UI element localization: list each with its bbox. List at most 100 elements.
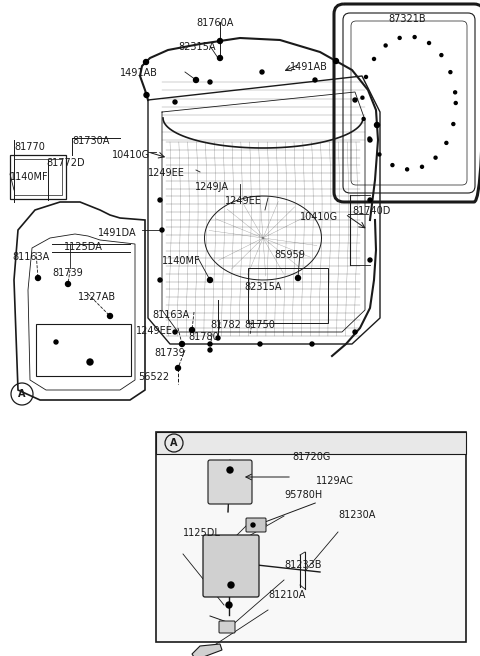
Circle shape	[193, 77, 199, 83]
Circle shape	[361, 96, 364, 99]
Circle shape	[180, 342, 184, 346]
Text: 1249EE: 1249EE	[225, 196, 262, 206]
Circle shape	[296, 276, 300, 281]
Text: A: A	[170, 438, 178, 448]
Circle shape	[374, 123, 380, 127]
Circle shape	[227, 467, 233, 473]
Bar	[14, 159, 62, 195]
Circle shape	[454, 91, 456, 94]
Bar	[248, 268, 328, 323]
Circle shape	[87, 359, 93, 365]
Circle shape	[260, 70, 264, 74]
Circle shape	[353, 330, 357, 334]
Circle shape	[384, 44, 387, 47]
Text: 10410G: 10410G	[300, 212, 338, 222]
Text: 1249EE: 1249EE	[136, 326, 173, 336]
Circle shape	[217, 39, 223, 43]
Text: 95780H: 95780H	[284, 490, 322, 500]
Circle shape	[334, 58, 338, 64]
Circle shape	[368, 258, 372, 262]
Text: 87321B: 87321B	[388, 14, 426, 24]
Circle shape	[207, 277, 213, 283]
Circle shape	[454, 102, 457, 104]
Circle shape	[406, 168, 408, 171]
Text: A: A	[18, 389, 26, 399]
Text: 85959: 85959	[274, 250, 305, 260]
Bar	[10, 155, 66, 199]
Circle shape	[452, 123, 455, 125]
Text: 81780: 81780	[188, 332, 219, 342]
Circle shape	[368, 198, 372, 202]
Circle shape	[368, 138, 372, 142]
Text: 1125DA: 1125DA	[64, 242, 103, 252]
Text: 1140MF: 1140MF	[10, 172, 48, 182]
Circle shape	[449, 71, 452, 73]
Circle shape	[158, 198, 162, 202]
Bar	[156, 432, 466, 642]
Circle shape	[65, 281, 71, 287]
Text: 56522: 56522	[138, 372, 169, 382]
Circle shape	[176, 365, 180, 371]
FancyBboxPatch shape	[203, 535, 259, 597]
Circle shape	[310, 342, 314, 346]
Text: 1491AB: 1491AB	[120, 68, 158, 78]
Text: 81740D: 81740D	[352, 206, 390, 216]
Circle shape	[226, 602, 232, 608]
Circle shape	[208, 342, 212, 346]
Text: 81230A: 81230A	[338, 510, 375, 520]
Text: 10410G: 10410G	[112, 150, 150, 160]
Circle shape	[173, 100, 177, 104]
Text: 81233B: 81233B	[284, 560, 322, 570]
Circle shape	[420, 165, 423, 169]
Circle shape	[378, 153, 381, 156]
Circle shape	[217, 56, 223, 60]
Circle shape	[208, 80, 212, 84]
Circle shape	[54, 340, 58, 344]
Circle shape	[391, 163, 394, 167]
Circle shape	[398, 37, 401, 39]
FancyBboxPatch shape	[246, 518, 266, 532]
Text: 1140MF: 1140MF	[162, 256, 201, 266]
Circle shape	[144, 60, 148, 64]
Circle shape	[258, 342, 262, 346]
Circle shape	[36, 276, 40, 281]
Circle shape	[368, 137, 371, 140]
Text: 81730A: 81730A	[72, 136, 109, 146]
Bar	[36, 324, 131, 376]
Text: 1249JA: 1249JA	[195, 182, 229, 192]
Text: 1491AB: 1491AB	[290, 62, 328, 72]
Circle shape	[313, 78, 317, 82]
FancyBboxPatch shape	[208, 460, 252, 504]
Text: 81760A: 81760A	[196, 18, 234, 28]
Text: 1129AC: 1129AC	[316, 476, 354, 486]
Circle shape	[144, 92, 149, 98]
Text: 81772D: 81772D	[46, 158, 84, 168]
Text: 82315A: 82315A	[244, 282, 281, 292]
Text: 81739: 81739	[154, 348, 185, 358]
Circle shape	[362, 117, 365, 121]
Text: 81163A: 81163A	[152, 310, 189, 320]
Circle shape	[372, 58, 375, 60]
Circle shape	[216, 336, 220, 340]
Text: 81163A: 81163A	[12, 252, 49, 262]
Text: 81770: 81770	[14, 142, 45, 152]
Text: 81739: 81739	[52, 268, 83, 278]
Text: 1491DA: 1491DA	[98, 228, 137, 238]
Circle shape	[228, 582, 234, 588]
Polygon shape	[192, 644, 222, 656]
Circle shape	[108, 314, 112, 319]
Text: 81782: 81782	[210, 320, 241, 330]
Text: 1249EE: 1249EE	[148, 168, 185, 178]
Circle shape	[428, 41, 431, 45]
Text: 81720G: 81720G	[292, 452, 330, 462]
Circle shape	[440, 54, 443, 56]
FancyBboxPatch shape	[219, 621, 235, 633]
Bar	[156, 432, 466, 454]
Text: 81210A: 81210A	[268, 590, 305, 600]
Text: 1125DL: 1125DL	[183, 528, 221, 538]
Circle shape	[173, 330, 177, 334]
Circle shape	[434, 156, 437, 159]
Circle shape	[158, 278, 162, 282]
Circle shape	[353, 98, 357, 102]
Circle shape	[413, 35, 416, 39]
